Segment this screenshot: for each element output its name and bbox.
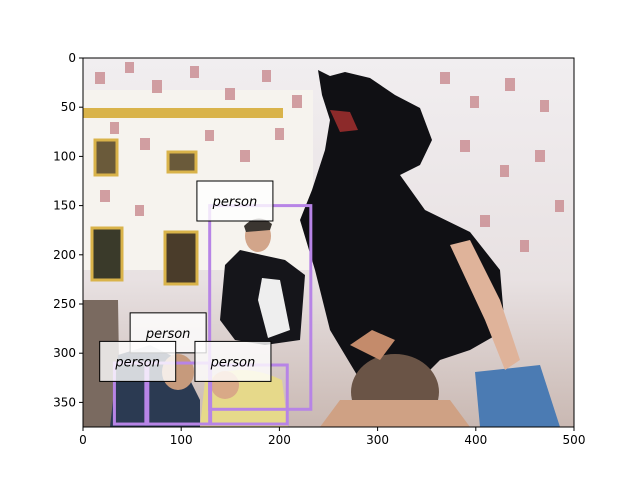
detection-label: person (145, 327, 191, 342)
y-tick-label: 300 (53, 346, 76, 360)
detection-label: person (114, 355, 160, 370)
x-tick-label: 200 (268, 433, 291, 447)
x-tick-label: 300 (366, 433, 389, 447)
x-tick-label: 0 (79, 433, 87, 447)
label-box (99, 340, 177, 382)
x-tick-label: 500 (563, 433, 586, 447)
x-tick-label: 100 (170, 433, 193, 447)
y-tick-label: 200 (53, 248, 76, 262)
x-tick-label: 400 (464, 433, 487, 447)
y-tick-label: 0 (68, 51, 76, 65)
label-box (196, 180, 274, 222)
y-tick-label: 150 (53, 199, 76, 213)
detections-layer: person person person person (99, 180, 313, 426)
y-tick-label: 100 (53, 149, 76, 163)
axes-frame (82, 57, 575, 428)
y-tick-label: 50 (61, 100, 76, 114)
y-tick-label: 250 (53, 297, 76, 311)
detection-label: person (212, 195, 258, 210)
detection-label: person (210, 355, 256, 370)
label-box (194, 340, 272, 382)
y-tick-label: 350 (53, 395, 76, 409)
photo (83, 58, 574, 427)
x-axis: 0 100 200 300 400 500 (79, 427, 585, 447)
y-axis: 0 50 100 150 200 250 300 350 (53, 51, 83, 409)
